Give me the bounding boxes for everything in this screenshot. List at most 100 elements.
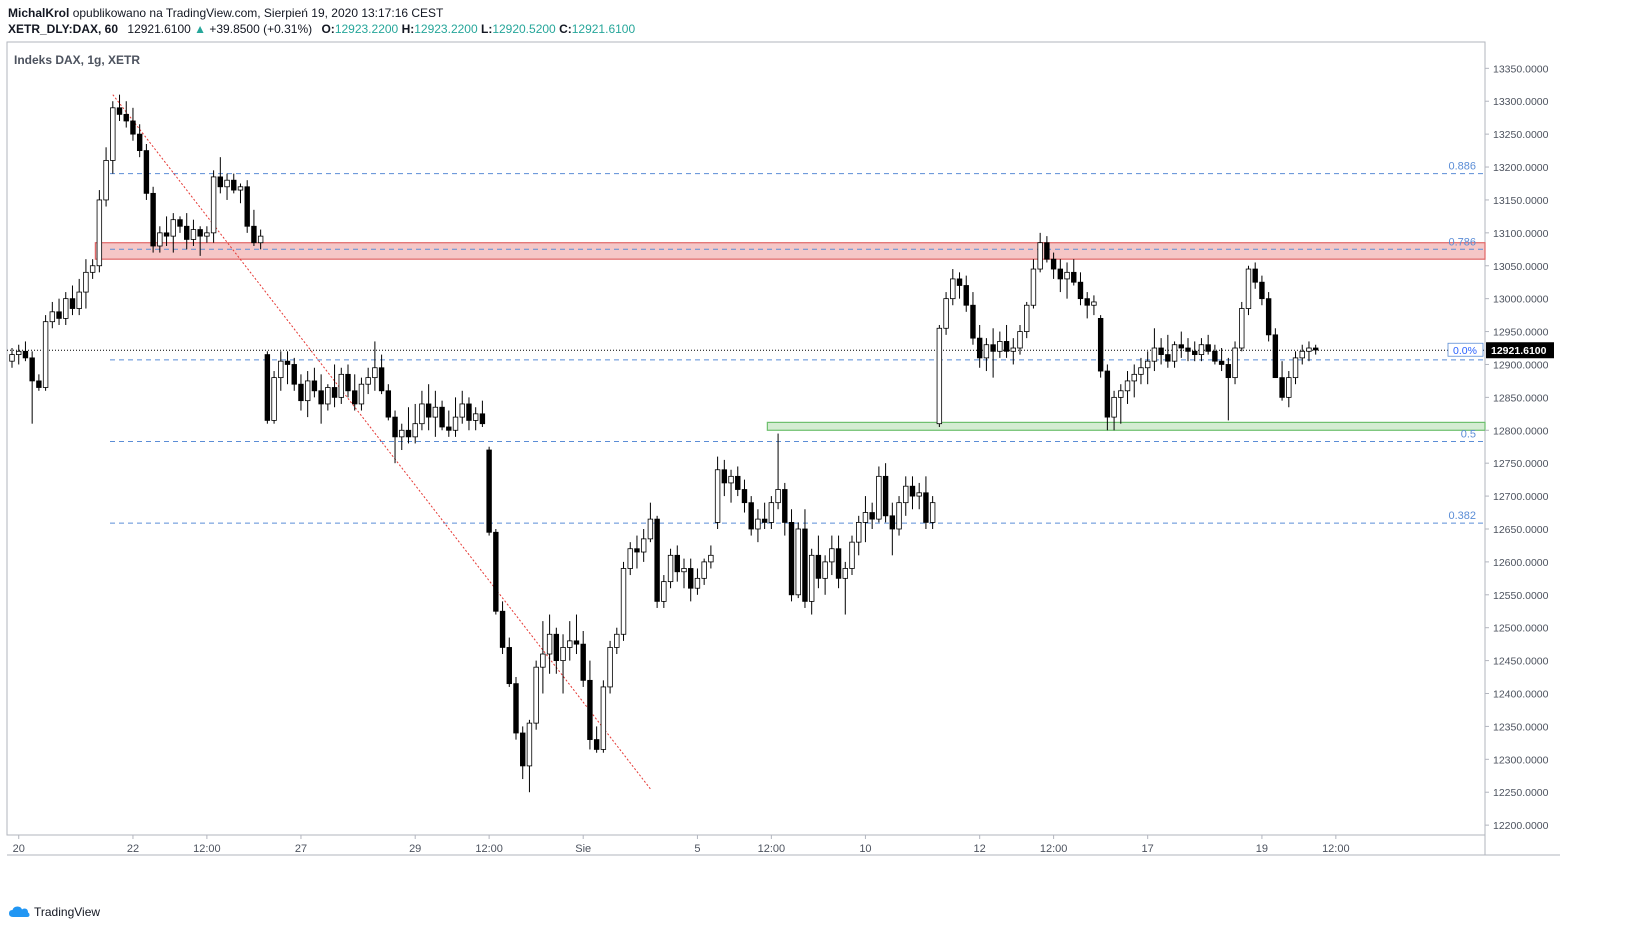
candle[interactable]: [634, 535, 640, 569]
candle[interactable]: [452, 397, 459, 437]
candle[interactable]: [311, 367, 318, 398]
candle[interactable]: [1024, 301, 1030, 339]
candle[interactable]: [513, 677, 519, 740]
candle[interactable]: [788, 509, 795, 602]
candle[interactable]: [822, 555, 828, 595]
candle[interactable]: [526, 719, 533, 793]
candle[interactable]: [567, 621, 573, 661]
candle[interactable]: [89, 259, 96, 279]
tradingview-logo[interactable]: TradingView: [8, 905, 100, 919]
candle[interactable]: [1050, 252, 1057, 279]
candle[interactable]: [486, 446, 492, 536]
candle[interactable]: [876, 466, 882, 523]
candle[interactable]: [580, 630, 586, 687]
candle[interactable]: [607, 640, 613, 694]
candle[interactable]: [83, 259, 89, 309]
author-name[interactable]: MichalKrol: [8, 6, 70, 20]
candle[interactable]: [210, 170, 217, 243]
candle[interactable]: [1198, 338, 1205, 362]
candle[interactable]: [755, 509, 761, 543]
candle[interactable]: [1104, 364, 1111, 431]
candle[interactable]: [405, 407, 412, 444]
candle[interactable]: [768, 496, 775, 529]
candle[interactable]: [1044, 236, 1050, 263]
candle[interactable]: [1030, 259, 1037, 309]
candle[interactable]: [136, 124, 143, 158]
candle[interactable]: [728, 469, 734, 503]
candle[interactable]: [1286, 371, 1292, 408]
candle[interactable]: [352, 374, 358, 411]
candle[interactable]: [1312, 344, 1319, 355]
candle[interactable]: [627, 542, 633, 576]
candle[interactable]: [459, 390, 465, 424]
candle[interactable]: [1192, 341, 1198, 362]
candle[interactable]: [1010, 338, 1016, 365]
candle[interactable]: [593, 726, 600, 753]
candle[interactable]: [331, 364, 338, 408]
candle[interactable]: [1084, 292, 1090, 319]
candle[interactable]: [1212, 344, 1218, 365]
candle[interactable]: [1225, 357, 1232, 421]
candle[interactable]: [110, 101, 116, 174]
candle[interactable]: [862, 496, 869, 543]
candle[interactable]: [1017, 324, 1023, 355]
candle[interactable]: [1259, 275, 1265, 306]
candle[interactable]: [923, 476, 929, 529]
candle[interactable]: [432, 390, 439, 437]
candle[interactable]: [661, 575, 667, 608]
candle[interactable]: [170, 213, 176, 253]
candle[interactable]: [177, 216, 183, 233]
candle[interactable]: [1171, 341, 1178, 368]
candle[interactable]: [903, 476, 909, 516]
candle[interactable]: [278, 351, 284, 391]
candle[interactable]: [1165, 334, 1171, 368]
candle[interactable]: [1091, 295, 1097, 316]
candle[interactable]: [1151, 328, 1158, 372]
resistance-zone[interactable]: [94, 242, 1486, 260]
candle[interactable]: [976, 324, 983, 368]
candle[interactable]: [69, 285, 76, 316]
candle[interactable]: [345, 364, 351, 398]
candle[interactable]: [1003, 324, 1010, 358]
candle[interactable]: [741, 479, 748, 513]
candle[interactable]: [560, 634, 566, 694]
candle[interactable]: [943, 292, 949, 335]
candle[interactable]: [264, 351, 271, 424]
candle[interactable]: [365, 367, 371, 395]
candle[interactable]: [9, 348, 15, 368]
candle[interactable]: [130, 107, 136, 141]
candle[interactable]: [251, 209, 257, 247]
candle[interactable]: [123, 101, 129, 128]
candle[interactable]: [298, 374, 304, 411]
candle[interactable]: [425, 384, 432, 431]
candle[interactable]: [1292, 351, 1299, 385]
candle[interactable]: [116, 94, 123, 121]
candle[interactable]: [190, 219, 197, 247]
candle[interactable]: [802, 509, 808, 608]
candle[interactable]: [197, 226, 203, 256]
candle[interactable]: [1118, 384, 1124, 424]
candle[interactable]: [499, 601, 506, 655]
candle[interactable]: [36, 374, 42, 391]
candle[interactable]: [896, 496, 902, 536]
candle[interactable]: [640, 528, 647, 562]
candle[interactable]: [1218, 348, 1225, 372]
candle[interactable]: [997, 331, 1003, 358]
candle[interactable]: [1097, 315, 1104, 378]
candle[interactable]: [479, 400, 486, 427]
candle[interactable]: [654, 515, 660, 608]
candle[interactable]: [143, 144, 150, 200]
candle[interactable]: [808, 548, 815, 615]
candle[interactable]: [49, 301, 56, 329]
symbol-label[interactable]: XETR_DLY:DAX, 60: [8, 22, 119, 36]
candle[interactable]: [237, 183, 244, 204]
candle[interactable]: [1057, 259, 1064, 293]
candle[interactable]: [936, 324, 943, 427]
candle[interactable]: [533, 660, 539, 730]
candle[interactable]: [1245, 265, 1252, 316]
candle[interactable]: [815, 535, 822, 589]
candle[interactable]: [782, 482, 788, 536]
candle[interactable]: [849, 535, 855, 576]
candle[interactable]: [1265, 292, 1272, 342]
candle[interactable]: [721, 459, 728, 497]
